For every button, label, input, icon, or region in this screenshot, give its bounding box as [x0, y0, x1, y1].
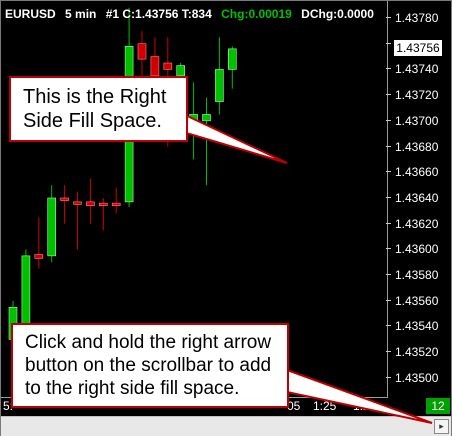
- candle-body: [47, 197, 57, 257]
- price-tick: 1.43640: [386, 190, 451, 205]
- price-tick: 1.43560: [386, 293, 451, 308]
- candle: [47, 185, 57, 263]
- horizontal-scrollbar[interactable]: ▸: [1, 416, 451, 436]
- candle: [202, 97, 211, 186]
- candle-body: [21, 255, 31, 327]
- price-tick: 1.43500: [386, 370, 451, 385]
- interval-label: 5 min: [65, 7, 97, 21]
- price-tick: 1.43700: [386, 113, 451, 128]
- price-axis[interactable]: 1.437801.437601.437401.437201.437001.436…: [386, 1, 451, 397]
- candle: [34, 217, 44, 269]
- price-tick-label: 1.43540: [395, 319, 439, 334]
- time-label: 05: [287, 399, 301, 413]
- candle: [111, 187, 121, 214]
- bar-info-label: #1 C:1.43756 T:834: [105, 7, 212, 21]
- candle: [150, 37, 160, 83]
- price-tick: 1.43740: [386, 62, 451, 77]
- candle-body: [228, 48, 237, 70]
- callout-right-side-fill: This is the Right Side Fill Space.: [9, 76, 188, 142]
- price-tick-label: 1.43680: [395, 139, 439, 154]
- price-tick: 1.43540: [386, 319, 451, 334]
- price-tick-label: 1.43600: [395, 242, 439, 257]
- candle-body: [86, 201, 95, 207]
- candle: [189, 82, 198, 160]
- candle-body: [99, 202, 108, 207]
- time-label: 1:25: [353, 399, 377, 413]
- price-tick-label: 1.43660: [395, 165, 439, 180]
- candle: [73, 191, 82, 250]
- symbol-label: EURUSD: [5, 7, 56, 21]
- candle-body: [150, 56, 160, 77]
- price-tick-label: 1.43700: [395, 113, 439, 128]
- candle-body: [34, 254, 44, 259]
- price-tick-label: 1.43560: [395, 293, 439, 308]
- price-tick: 1.43780: [386, 11, 451, 25]
- candle-body: [176, 65, 185, 77]
- daily-change-label: DChg:0.0000: [301, 7, 374, 21]
- current-price-marker: 1.43756: [393, 39, 443, 57]
- candle: [99, 198, 108, 231]
- candle-body: [73, 201, 82, 205]
- price-tick: 1.43660: [386, 165, 451, 180]
- candle-body: [189, 114, 198, 128]
- candle-body: [137, 43, 147, 60]
- price-tick: 1.43580: [386, 268, 451, 282]
- right-arrow-icon: ▸: [439, 421, 444, 431]
- candle-body: [215, 69, 224, 102]
- scroll-right-button[interactable]: ▸: [434, 419, 449, 434]
- candle: [228, 46, 237, 89]
- price-tick: 1.43600: [386, 242, 451, 257]
- price-tick-label: 1.43740: [395, 62, 439, 77]
- time-label: 1:25: [313, 399, 337, 413]
- price-tick-label: 1.43620: [395, 216, 439, 231]
- candle: [60, 185, 69, 224]
- time-label: 5:: [3, 399, 14, 413]
- price-tick-label: 1.43500: [395, 370, 439, 385]
- price-tick-label: 1.43520: [395, 345, 439, 360]
- bar-count-badge: 12: [426, 398, 450, 414]
- price-tick: 1.43520: [386, 345, 451, 360]
- chart-header: EURUSD 5 min #1 C:1.43756 T:834 Chg:0.00…: [5, 7, 385, 21]
- candle-body: [163, 62, 173, 70]
- candle-body: [60, 197, 69, 201]
- price-tick: 1.43620: [386, 216, 451, 231]
- price-tick-label: 1.43580: [395, 268, 439, 282]
- candle-body: [202, 114, 211, 122]
- price-tick: 1.43720: [386, 88, 451, 103]
- price-tick-label: 1.43780: [395, 11, 439, 25]
- candle: [86, 178, 95, 224]
- price-tick-label: 1.43720: [395, 88, 439, 103]
- candle-body: [111, 202, 121, 207]
- price-tick: 1.43680: [386, 139, 451, 154]
- change-label: Chg:0.00019: [221, 7, 292, 21]
- price-tick-label: 1.43640: [395, 190, 439, 205]
- callout-scrollbar-instructions: Click and hold the right arrow button on…: [11, 323, 289, 408]
- candle: [215, 37, 224, 115]
